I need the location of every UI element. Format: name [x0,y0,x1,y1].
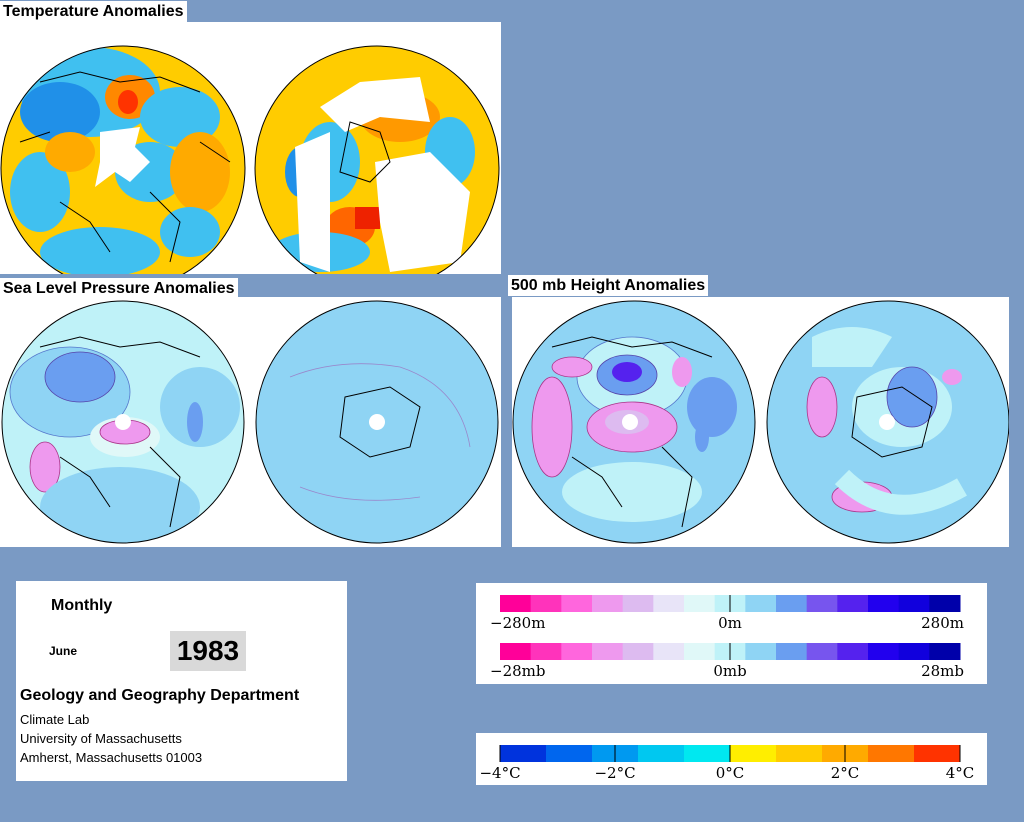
pressure-colorbar-swatch [561,643,593,660]
pressure-colorbar-swatch [837,643,869,660]
temperature-map-north [1,46,245,274]
pressure-colorbar-swatch [776,643,808,660]
temperature-tick-label: 4°C [946,764,975,782]
height-colorbar-swatch [806,595,838,612]
pressure-colorbar-swatch [745,643,777,660]
temperature-tick-label: −4°C [479,764,520,782]
temperature-legend-svg: −4°C −2°C 0°C 2°C 4°C [479,745,974,782]
height-colorbar-swatch [622,595,654,612]
address-label: Amherst, Massachusetts 01003 [20,750,203,765]
anomaly-legend: −280m 0m 280m −28mb 0mb 28mb [476,583,987,684]
height-colorbar-swatch [929,595,961,612]
pressure-colorbar-swatch [622,643,654,660]
temperature-colorbar-swatch [684,745,731,762]
pressure-colorbar-swatch [898,643,930,660]
temperature-tick-label: 2°C [831,764,860,782]
pressure-colorbar-swatch [500,643,532,660]
height-colorbar-swatch [561,595,593,612]
height-colorbar [500,595,961,612]
temperature-colorbar-swatch [638,745,685,762]
year-label: 1983 [170,631,246,671]
temperature-colorbar-swatch [730,745,777,762]
pressure-mid-label: 0mb [713,662,746,680]
temperature-map-south [255,46,499,274]
pressure-colorbar-swatch [653,643,685,660]
pressure-max-label: 28mb [921,662,964,680]
height-colorbar-swatch [745,595,777,612]
pressure-colorbar-swatch [929,643,961,660]
pressure-colorbar-swatch [530,643,562,660]
temperature-maps [0,45,500,274]
slp-title: Sea Level Pressure Anomalies [0,278,238,299]
temperature-title: Temperature Anomalies [0,1,187,22]
temperature-tick-label: −2°C [594,764,635,782]
anomaly-legend-svg: −280m 0m 280m −28mb 0mb 28mb [490,595,964,680]
temperature-colorbar-swatch [546,745,593,762]
height-colorbar-swatch [868,595,900,612]
height-min-label: −280m [490,614,545,632]
pressure-colorbar [500,643,961,660]
slp-panel [0,297,501,547]
height-colorbar-swatch [898,595,930,612]
pressure-colorbar-swatch [806,643,838,660]
temperature-colorbar-swatch [914,745,961,762]
university-label: University of Massachusetts [20,731,182,746]
height-maps [512,300,1009,544]
height-colorbar-swatch [837,595,869,612]
height-map-north [513,301,755,543]
temperature-colorbar-swatch [776,745,823,762]
temperature-panel [0,22,501,274]
period-label: Monthly [51,597,113,614]
temperature-legend: −4°C −2°C 0°C 2°C 4°C [476,733,987,785]
height-colorbar-swatch [500,595,532,612]
month-label: June [49,644,78,658]
height-mid-label: 0m [718,614,742,632]
slp-maps [1,300,499,544]
temperature-tick-label: 0°C [716,764,745,782]
height-colorbar-swatch [684,595,716,612]
info-panel: Monthly June 1983 Geology and Geography … [16,581,347,781]
temperature-colorbar-swatch [500,745,547,762]
height-panel [512,297,1009,547]
temperature-colorbar-swatch [868,745,915,762]
temperature-ticks: −4°C −2°C 0°C 2°C 4°C [479,745,974,782]
pressure-colorbar-swatch [592,643,624,660]
pressure-min-label: −28mb [490,662,545,680]
pressure-colorbar-swatch [868,643,900,660]
height-colorbar-swatch [530,595,562,612]
height-colorbar-swatch [776,595,808,612]
department-label: Geology and Geography Department [20,687,300,704]
height-colorbar-swatch [653,595,685,612]
height-title: 500 mb Height Anomalies [508,275,709,296]
lab-label: Climate Lab [20,712,90,727]
height-max-label: 280m [921,614,964,632]
pressure-colorbar-swatch [684,643,716,660]
height-colorbar-swatch [592,595,624,612]
